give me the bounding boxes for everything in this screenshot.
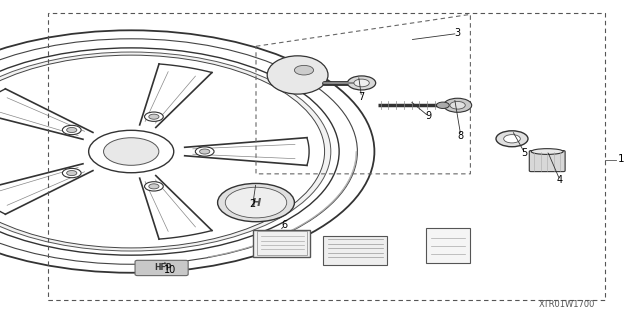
Ellipse shape xyxy=(268,56,328,94)
Circle shape xyxy=(62,125,81,135)
Text: 4: 4 xyxy=(557,175,563,185)
Circle shape xyxy=(67,171,77,175)
Circle shape xyxy=(218,183,294,222)
Circle shape xyxy=(0,48,339,255)
Circle shape xyxy=(149,114,159,119)
FancyBboxPatch shape xyxy=(323,236,387,265)
Circle shape xyxy=(0,52,331,251)
Text: 10: 10 xyxy=(163,264,176,275)
Ellipse shape xyxy=(531,149,563,154)
Circle shape xyxy=(450,101,465,109)
Circle shape xyxy=(225,187,287,218)
Text: HFP: HFP xyxy=(154,263,172,272)
Circle shape xyxy=(200,149,210,154)
Circle shape xyxy=(348,76,376,90)
Text: 1: 1 xyxy=(618,154,624,165)
Text: 6: 6 xyxy=(282,220,288,230)
Circle shape xyxy=(444,98,472,112)
Text: H: H xyxy=(252,197,260,208)
Circle shape xyxy=(0,55,324,248)
Circle shape xyxy=(89,130,173,173)
Polygon shape xyxy=(426,228,470,263)
Text: 2: 2 xyxy=(250,199,256,209)
Circle shape xyxy=(149,184,159,189)
FancyBboxPatch shape xyxy=(253,230,310,257)
Circle shape xyxy=(145,182,163,191)
FancyBboxPatch shape xyxy=(529,151,565,172)
Text: XTR01W1700: XTR01W1700 xyxy=(539,300,595,309)
Text: 8: 8 xyxy=(458,130,464,141)
Circle shape xyxy=(62,168,81,178)
Circle shape xyxy=(354,79,369,87)
Circle shape xyxy=(0,30,374,273)
Circle shape xyxy=(504,135,520,143)
Circle shape xyxy=(67,128,77,132)
Circle shape xyxy=(195,147,214,156)
Circle shape xyxy=(0,39,357,264)
Circle shape xyxy=(436,102,449,108)
Circle shape xyxy=(496,131,528,147)
Text: 3: 3 xyxy=(454,28,461,39)
Circle shape xyxy=(294,65,314,75)
FancyBboxPatch shape xyxy=(135,260,188,276)
Text: 9: 9 xyxy=(426,111,432,122)
Circle shape xyxy=(145,112,163,121)
Text: 5: 5 xyxy=(522,148,528,158)
Text: 7: 7 xyxy=(358,92,365,102)
Circle shape xyxy=(104,138,159,165)
